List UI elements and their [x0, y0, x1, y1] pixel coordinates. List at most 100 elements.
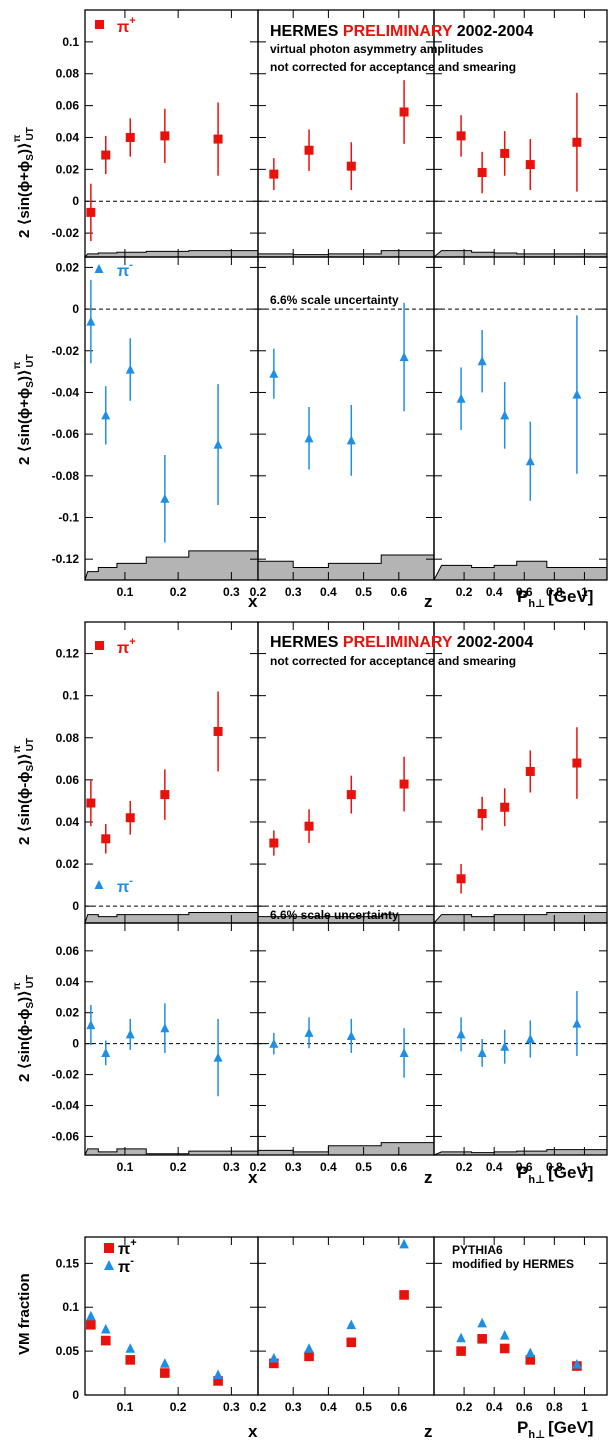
z-axis-title: z	[424, 592, 433, 611]
data-point-square	[456, 874, 466, 884]
data-point-square	[346, 161, 356, 171]
x-tick-label: 0.3	[285, 1400, 302, 1414]
x-tick-label: 0.3	[285, 1160, 302, 1174]
p-axis-title: Ph⊥ [GeV]	[517, 1418, 593, 1441]
panel-frame	[433, 922, 608, 1156]
x-tick-label: 0.6	[390, 585, 407, 599]
plot-row-collins_pi_minus: -0.12 -0.1 -0.08 -0.06 -0.04 -0.02 0 0.02 0.1 0.2…	[52, 256, 608, 599]
data-point-triangle	[477, 1317, 487, 1328]
x-tick-label: 1	[581, 1160, 588, 1174]
data-point-triangle	[86, 1020, 96, 1030]
x-tick-label: 1	[581, 585, 588, 599]
data-point-triangle	[213, 1052, 223, 1062]
data-point-triangle	[269, 1038, 279, 1048]
y-tick-label: 0.05	[56, 1344, 80, 1358]
x-tick-label: 0.2	[456, 585, 473, 599]
panel-frame	[257, 922, 435, 1156]
y-tick-label: 0.02	[56, 260, 80, 274]
panel-frame	[433, 1236, 608, 1396]
data-point-triangle	[525, 1347, 536, 1358]
legend-collins-pi-minus: π-	[94, 259, 133, 280]
data-point-triangle	[304, 433, 314, 443]
data-point-square	[101, 834, 111, 844]
legend-square-marker	[95, 20, 104, 29]
data-point-triangle	[572, 389, 582, 399]
data-point-square	[304, 145, 314, 155]
data-point-square	[572, 758, 582, 768]
systematic-band	[84, 1148, 259, 1156]
collins-x-titles: x z Ph⊥ [GeV]	[248, 587, 593, 611]
x-tick-label: 0.4	[320, 1400, 337, 1414]
data-point-triangle	[125, 1029, 135, 1039]
legend-collins-pi-plus: π+	[95, 15, 136, 36]
legend-triangle-marker	[104, 1260, 114, 1270]
x-tick-label: 0.8	[546, 1400, 563, 1414]
panel-collins_pi_plus-p	[432, 9, 608, 258]
data-point-triangle	[525, 456, 535, 466]
systematic-band	[84, 911, 259, 924]
y-tick-label: 0.02	[56, 857, 80, 871]
data-point-triangle	[304, 1343, 314, 1353]
panel-frame	[84, 621, 259, 924]
x-tick-label: 0.4	[320, 1160, 337, 1174]
sivers-pi-minus-ylabel: 2 ⟨sin(ϕ-ϕS)⟩π UT	[12, 975, 36, 1082]
data-point-triangle	[125, 1343, 136, 1353]
systematic-band	[257, 250, 435, 258]
data-point-square	[572, 137, 582, 147]
legend-sivers-pi-minus: π-	[94, 875, 133, 896]
data-point-triangle	[456, 393, 466, 403]
y-tick-label: -0.02	[52, 344, 80, 358]
x-tick-label: 0.2	[456, 1400, 473, 1414]
data-point-triangle	[499, 1330, 510, 1340]
vm-x-titles: x z Ph⊥ [GeV]	[248, 1418, 593, 1441]
pythia-note: PYTHIA6	[452, 1243, 503, 1257]
data-point-triangle	[500, 410, 510, 420]
data-point-triangle	[101, 410, 111, 420]
legend-label: π-	[117, 259, 133, 280]
panel-vm_fraction-x: 0 0.05 0.1 0.15 0.1 0.2 0.3	[56, 1236, 259, 1414]
sivers-pi-plus-ylabel: 2 ⟨sin(ϕ-ϕS)⟩π UT	[12, 738, 36, 845]
data-point-square	[525, 766, 535, 776]
systematic-band	[433, 560, 608, 581]
data-point-square	[500, 148, 510, 158]
x-tick-label: 0.3	[223, 1400, 240, 1414]
collins-vp-note: virtual photon asymmetry amplitudes	[270, 42, 484, 56]
data-point-triangle	[399, 352, 409, 362]
data-point-square	[100, 1335, 111, 1346]
data-point-square	[213, 134, 223, 144]
x-tick-label: 0.2	[250, 1400, 267, 1414]
data-point-square	[346, 1337, 357, 1348]
y-tick-label: 0.04	[56, 130, 80, 144]
panel-vm_fraction-p: 0.2 0.4 0.6 0.8 1	[433, 1236, 608, 1414]
data-point-square	[525, 1355, 536, 1365]
y-tick-label: 0.08	[56, 731, 80, 745]
vm-fraction-ylabel: VM fraction	[16, 1273, 33, 1355]
panel-frame	[84, 922, 259, 1156]
p-axis-title: Ph⊥ [GeV]	[517, 1163, 593, 1186]
data-point-triangle	[399, 1238, 409, 1249]
sivers-x-titles: x z Ph⊥ [GeV]	[248, 1163, 593, 1187]
plot-row-collins_pi_plus: -0.02 0 0.02 0.04 0.06 0.08 0.1	[52, 9, 608, 258]
x-tick-label: 0.1	[117, 1400, 134, 1414]
data-point-square	[399, 107, 409, 117]
data-point-triangle	[100, 1323, 111, 1334]
panel-sivers_pi_minus-z: 0.2 0.3 0.4 0.5 0.6	[250, 922, 435, 1174]
y-tick-label: 0.06	[56, 99, 80, 113]
systematic-band	[83, 250, 259, 258]
x-tick-label: 0.4	[486, 1400, 503, 1414]
data-point-triangle	[160, 1023, 170, 1033]
legend-square-marker	[104, 1243, 114, 1253]
x-tick-label: 0.4	[486, 1160, 503, 1174]
legend-label: π+	[117, 15, 136, 36]
y-tick-label: 0	[72, 1388, 79, 1402]
data-point-triangle	[399, 1047, 409, 1057]
y-tick-label: 0.1	[62, 689, 79, 703]
data-point-square	[125, 813, 135, 823]
legend-label: π+	[117, 636, 136, 657]
legend-sivers-pi-plus: π+	[95, 636, 136, 657]
x-tick-label: 0.6	[516, 1400, 533, 1414]
systematic-band	[433, 1149, 608, 1156]
data-point-square	[477, 809, 487, 819]
